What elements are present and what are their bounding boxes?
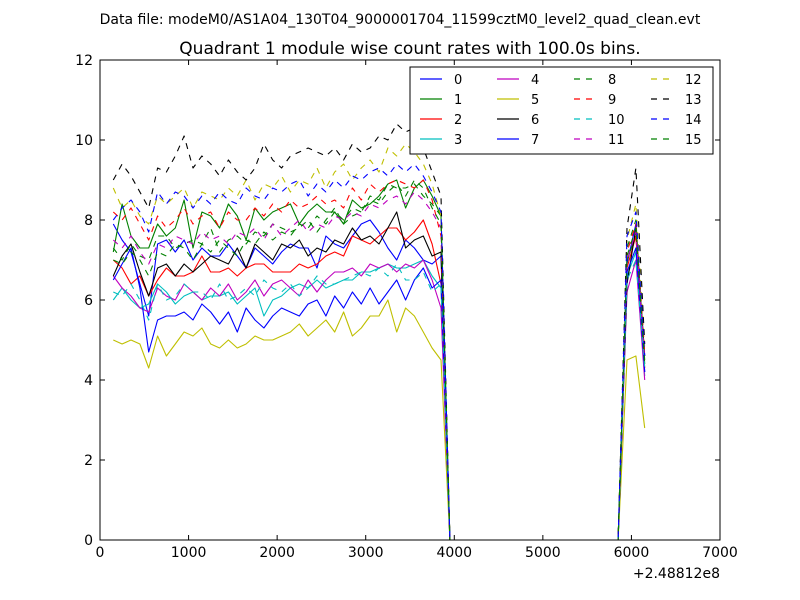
legend-label-5: 5 xyxy=(531,93,539,108)
legend-label-14: 14 xyxy=(685,113,702,128)
series-line-7 xyxy=(112,247,646,540)
legend-label-1: 1 xyxy=(454,93,462,108)
x-tick-label: 4000 xyxy=(436,545,472,561)
chart-title: Quadrant 1 module wise count rates with … xyxy=(179,39,640,59)
series-line-12 xyxy=(112,143,646,540)
series-line-10 xyxy=(113,259,646,540)
legend-label-7: 7 xyxy=(531,133,539,148)
y-tick-label: 8 xyxy=(84,213,93,229)
series-line-6 xyxy=(112,211,646,540)
series-line-14 xyxy=(112,163,646,540)
series-line-2 xyxy=(112,219,646,540)
x-tick-label: 2000 xyxy=(259,545,295,561)
x-tick-label: 5000 xyxy=(525,545,561,561)
legend-label-6: 6 xyxy=(531,113,539,128)
legend-label-13: 13 xyxy=(685,93,702,108)
y-tick-label: 0 xyxy=(84,533,93,549)
series-line-13 xyxy=(112,123,646,540)
legend-label-9: 9 xyxy=(608,93,616,108)
y-tick-label: 2 xyxy=(84,453,93,469)
series-line-1 xyxy=(112,179,646,540)
legend-label-3: 3 xyxy=(454,133,462,148)
series-line-5 xyxy=(113,299,646,540)
x-axis: 0 1000 2000 3000 4000 5000 6000 7000 xyxy=(96,60,738,561)
y-tick-label: 4 xyxy=(84,373,93,389)
legend-label-15: 15 xyxy=(685,133,702,148)
series-layer xyxy=(112,123,646,540)
series-line-15 xyxy=(113,179,646,540)
figure-suptitle: Data file: modeM0/AS1A04_130T04_90000017… xyxy=(100,12,701,28)
series-line-9 xyxy=(112,179,646,540)
x-offset-label: +2.48812e8 xyxy=(633,566,720,582)
x-tick-label: 3000 xyxy=(348,545,384,561)
y-tick-label: 6 xyxy=(84,293,93,309)
legend-label-11: 11 xyxy=(608,133,625,148)
legend-label-2: 2 xyxy=(454,113,462,128)
y-tick-label: 12 xyxy=(75,53,93,69)
x-tick-label: 7000 xyxy=(702,545,738,561)
x-tick-label: 6000 xyxy=(614,545,650,561)
legend-label-4: 4 xyxy=(531,73,539,88)
x-tick-label: 0 xyxy=(96,545,105,561)
legend-label-8: 8 xyxy=(608,73,616,88)
legend-box xyxy=(409,66,714,155)
legend-label-10: 10 xyxy=(608,113,625,128)
y-tick-label: 10 xyxy=(75,133,93,149)
x-tick-label: 1000 xyxy=(171,545,207,561)
series-line-0 xyxy=(112,219,646,540)
legend-label-0: 0 xyxy=(454,73,462,88)
legend-label-12: 12 xyxy=(685,73,702,88)
